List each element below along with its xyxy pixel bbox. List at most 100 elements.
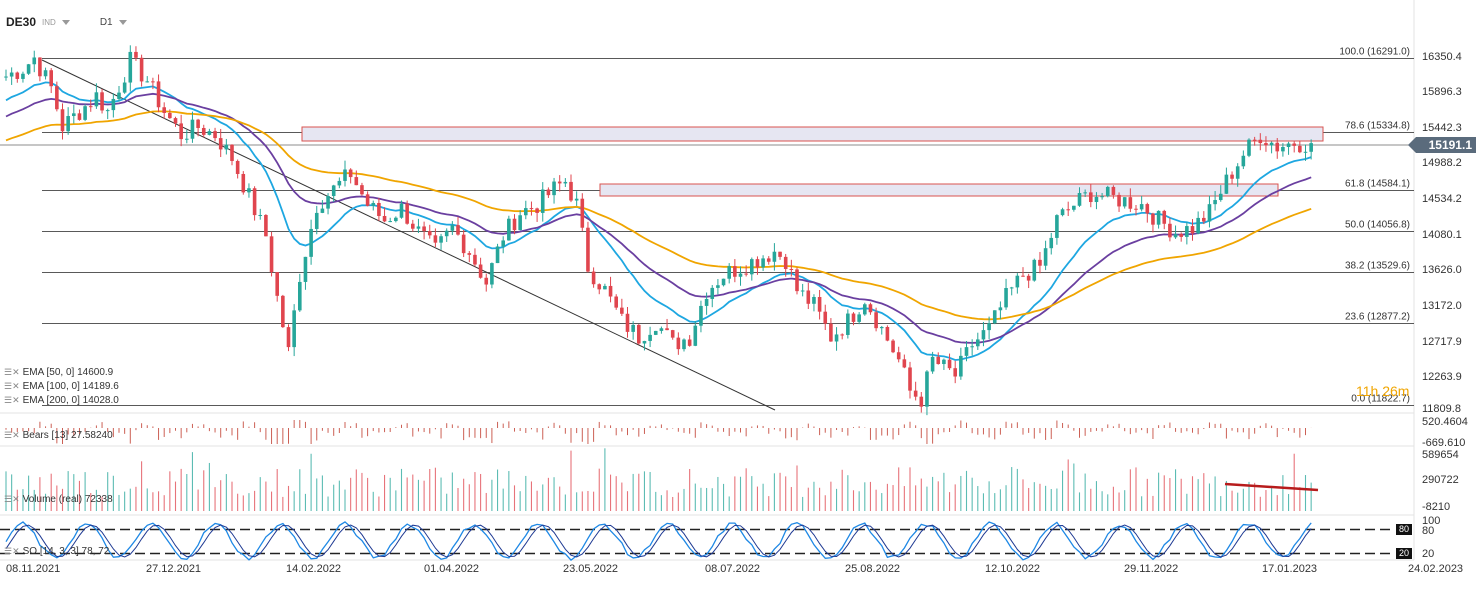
menu-icon[interactable]: ☰✕ [4,395,20,405]
candle-body[interactable] [766,258,771,262]
candle-body[interactable] [936,356,941,365]
candle-body[interactable] [399,203,404,218]
candle-body[interactable] [891,340,895,353]
candle-body[interactable] [942,359,946,365]
candle-body[interactable] [235,160,240,174]
candle-body[interactable] [919,396,924,407]
candle-body[interactable] [1128,197,1133,209]
candle-body[interactable] [433,235,438,243]
candle-body[interactable] [303,256,308,282]
candle-body[interactable] [1218,193,1223,201]
candle-body[interactable] [1298,145,1302,153]
candle-body[interactable] [535,208,539,213]
menu-icon[interactable]: ☰✕ [4,546,20,556]
candle-body[interactable] [925,371,929,407]
candle-body[interactable] [422,226,426,232]
candle-body[interactable] [670,330,675,338]
candle-body[interactable] [614,296,618,308]
candle-body[interactable] [637,324,641,344]
candle-body[interactable] [851,313,856,322]
candle-body[interactable] [473,254,477,265]
candle-body[interactable] [885,326,890,341]
candle-body[interactable] [139,57,144,82]
candle-body[interactable] [230,144,234,161]
candle-body[interactable] [987,323,991,331]
candle-body[interactable] [580,198,585,228]
candle-body[interactable] [976,339,980,347]
candle-body[interactable] [9,72,14,77]
candle-body[interactable] [26,64,31,74]
candle-body[interactable] [682,339,686,350]
candle-body[interactable] [524,208,528,216]
candle-body[interactable] [998,307,1003,311]
candle-body[interactable] [134,51,138,58]
symbol-label[interactable]: DE30 [6,15,37,29]
candle-body[interactable] [427,231,432,236]
candle-body[interactable] [653,330,658,335]
candle-body[interactable] [309,228,313,257]
candle-body[interactable] [546,189,551,196]
candle-body[interactable] [868,304,873,313]
candle-body[interactable] [1009,287,1014,289]
candle-body[interactable] [970,346,974,348]
candle-body[interactable] [772,251,777,262]
candle-body[interactable] [518,215,522,231]
candle-body[interactable] [1196,217,1200,234]
candle-body[interactable] [88,106,93,108]
candle-body[interactable] [444,230,449,237]
candle-body[interactable] [241,173,246,193]
candle-body[interactable] [100,92,104,111]
candle-body[interactable] [478,264,483,278]
candle-body[interactable] [597,284,602,290]
candle-body[interactable] [371,202,376,206]
candle-body[interactable] [337,180,342,186]
candle-body[interactable] [162,107,166,113]
candle-body[interactable] [1151,213,1155,225]
candle-body[interactable] [213,131,217,139]
candle-body[interactable] [1202,217,1206,222]
candle-body[interactable] [659,328,664,331]
candle-body[interactable] [467,253,472,255]
candle-body[interactable] [105,110,110,112]
candle-body[interactable] [1021,275,1025,277]
candle-body[interactable] [247,188,251,193]
candle-body[interactable] [1049,237,1054,249]
candle-body[interactable] [953,368,957,377]
candle-body[interactable] [1055,215,1059,238]
candle-body[interactable] [1179,234,1183,237]
candle-body[interactable] [529,208,534,210]
candle-body[interactable] [207,131,212,135]
candle-body[interactable] [286,327,291,348]
candle-body[interactable] [631,324,635,332]
so-d-line[interactable] [5,524,1312,558]
candle-body[interactable] [1111,186,1116,195]
candle-body[interactable] [83,106,87,120]
candle-body[interactable] [778,251,782,257]
candle-body[interactable] [738,273,743,277]
candle-body[interactable] [727,266,731,279]
candle-body[interactable] [495,246,500,264]
candle-body[interactable] [1145,204,1150,214]
candle-body[interactable] [1264,143,1268,146]
candle-body[interactable] [490,263,494,285]
candle-body[interactable] [829,323,833,342]
chevron-down-icon[interactable] [118,19,127,25]
candle-body[interactable] [224,144,229,150]
candle-body[interactable] [1224,174,1229,194]
candle-body[interactable] [625,313,630,332]
candle-body[interactable] [394,217,398,222]
candle-body[interactable] [15,72,20,79]
candle-body[interactable] [94,92,99,107]
candle-body[interactable] [676,337,681,350]
candle-body[interactable] [704,298,709,306]
legend-ema100[interactable]: ☰✕ EMA [100, 0] 14189.6 [4,381,119,392]
candle-body[interactable] [540,189,545,213]
legend-ema200[interactable]: ☰✕ EMA [200, 0] 14028.0 [4,395,119,406]
candle-body[interactable] [902,359,907,368]
candle-body[interactable] [1026,275,1031,281]
candle-body[interactable] [456,225,460,235]
menu-icon[interactable]: ☰✕ [4,381,20,391]
ema100-line[interactable] [5,92,1312,344]
candle-body[interactable] [1235,166,1240,179]
candle-body[interactable] [812,296,816,304]
